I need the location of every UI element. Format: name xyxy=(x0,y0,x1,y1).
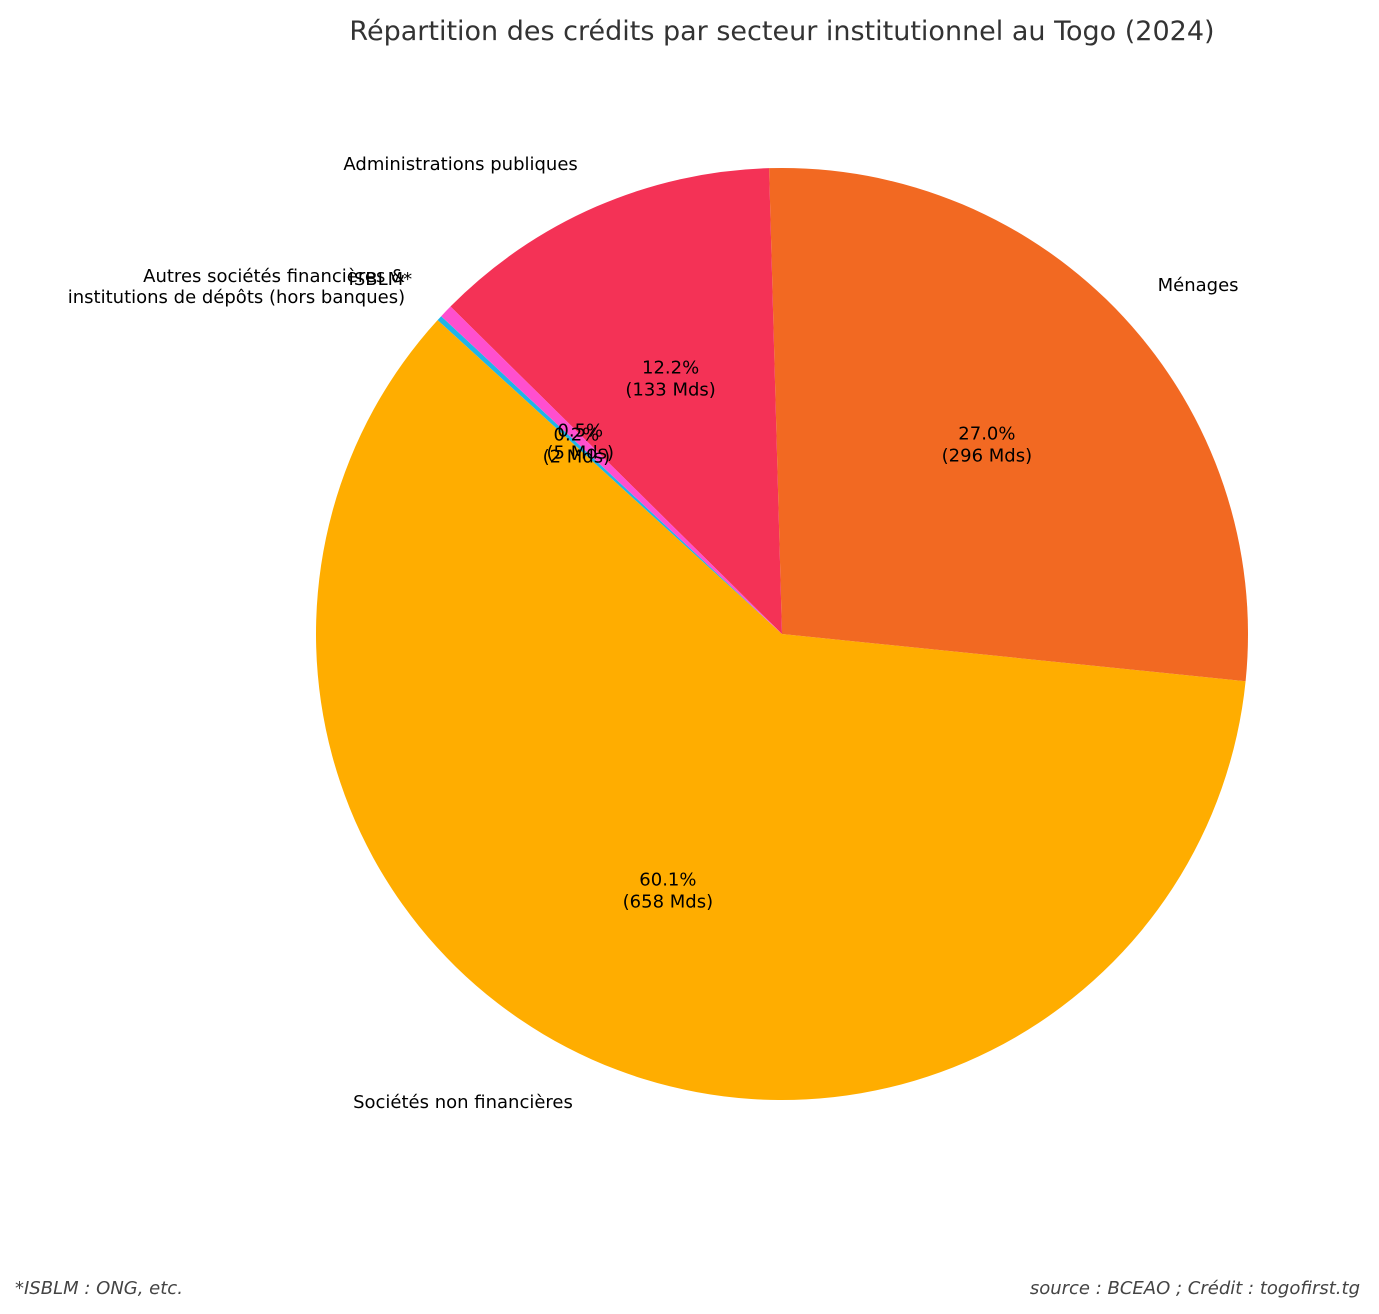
pie-slice-isblm xyxy=(441,306,782,634)
percent-label-menages: 27.0% (296 Mds) xyxy=(942,424,1032,467)
pie-slice-apu xyxy=(450,168,782,634)
pie-slices xyxy=(315,168,1248,1100)
pie-slice-autres xyxy=(437,316,782,634)
pie-slice-snf xyxy=(315,320,1246,1100)
chart-title: Répartition des crédits par secteur inst… xyxy=(349,16,1214,47)
slice-label-menages: Ménages xyxy=(1158,275,1239,296)
slice-labels: Autres sociétés financières & institution… xyxy=(68,154,1239,1113)
percent-labels: 0.2% (2 Mds) 60.1% (658 Mds) 27.0% (296 Mds) 1… xyxy=(543,358,1033,913)
percent-label-apu: 12.2% (133 Mds) xyxy=(625,358,715,401)
footnote-isblm: *ISBLM : ONG, etc. xyxy=(15,1278,183,1299)
slice-label-apu: Administrations publiques xyxy=(343,154,577,175)
slice-label-isblm: ISBLM* xyxy=(349,269,413,290)
slice-label-autres: Autres sociétés financières & institution… xyxy=(68,266,405,308)
percent-label-isblm: 0.5% (5 Mds) xyxy=(547,420,615,463)
percent-label-snf: 60.1% (658 Mds) xyxy=(623,869,713,912)
pie-slice-menages xyxy=(769,168,1248,682)
percent-label-autres: 0.2% (2 Mds) xyxy=(543,425,611,468)
slice-label-snf: Sociétés non financières xyxy=(353,1092,573,1113)
footnote-source: source : BCEAO ; Crédit : togofirst.tg xyxy=(1030,1278,1360,1299)
